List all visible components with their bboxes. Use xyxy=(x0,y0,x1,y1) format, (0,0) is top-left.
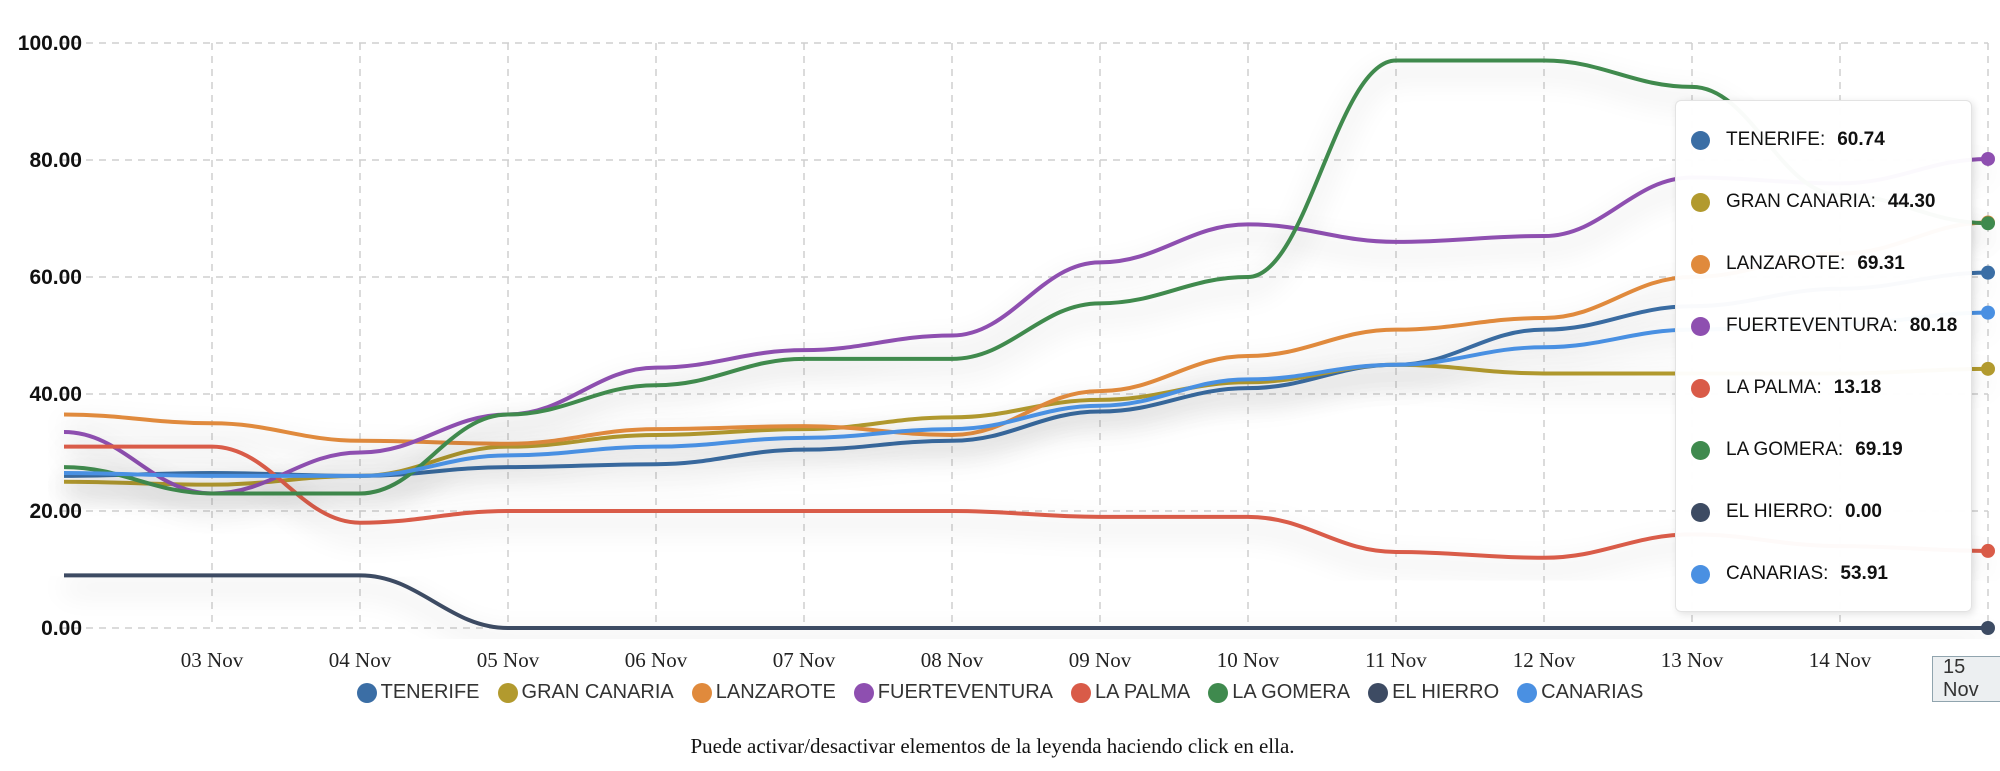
hover-marker xyxy=(1981,621,1995,635)
tooltip-series-name: GRAN CANARIA: xyxy=(1726,191,1876,212)
legend-item[interactable]: TENERIFE xyxy=(356,681,480,704)
tooltip-row: TENERIFE: 60.74 xyxy=(1676,109,1971,171)
legend-marker-icon xyxy=(1071,682,1092,703)
x-tick-label: 14 Nov xyxy=(1809,648,1872,672)
x-tick-label: 09 Nov xyxy=(1069,648,1132,672)
y-tick-label: 80.00 xyxy=(29,149,82,172)
tooltip-series-name: FUERTEVENTURA: xyxy=(1726,315,1898,336)
tooltip-series-name: LA GOMERA: xyxy=(1726,439,1844,460)
series-line-el-hierro[interactable] xyxy=(63,573,1988,631)
x-tick-label: 04 Nov xyxy=(329,648,392,672)
series-marker-icon xyxy=(1691,378,1710,398)
hover-marker xyxy=(1981,265,1995,280)
hover-marker xyxy=(1981,216,1995,231)
legend-item[interactable]: CANARIAS xyxy=(1517,681,1643,704)
tooltip-series-value: 44.30 xyxy=(1887,191,1936,212)
legend-marker-icon xyxy=(497,682,518,703)
hover-marker xyxy=(1981,361,1995,376)
tooltip-series-value: 69.31 xyxy=(1857,253,1905,274)
series-marker-icon xyxy=(1691,440,1710,460)
legend-item[interactable]: LA GOMERA xyxy=(1208,681,1350,704)
x-tick-label: 05 Nov xyxy=(477,648,540,672)
legend-marker-icon xyxy=(691,682,712,703)
x-axis-tooltip: 15 Nov xyxy=(1932,656,2000,702)
legend-hint: Puede activar/desactivar elementos de la… xyxy=(690,734,1295,758)
tooltip-series-value: 53.91 xyxy=(1840,563,1888,584)
series-line-la-gomera[interactable] xyxy=(63,58,1989,496)
tooltip-series-name: EL HIERRO: xyxy=(1726,501,1833,522)
hover-marker xyxy=(1981,543,1995,558)
legend-item[interactable]: EL HIERRO xyxy=(1368,681,1499,704)
legend-marker-icon xyxy=(1208,682,1229,703)
legend-label: FUERTEVENTURA xyxy=(877,681,1054,703)
legend-marker-icon xyxy=(1368,682,1389,703)
y-tick-label: 20.00 xyxy=(29,500,82,523)
legend-item[interactable]: LANZAROTE xyxy=(691,681,836,704)
x-tick-label: 10 Nov xyxy=(1217,648,1280,672)
x-tick-label: 03 Nov xyxy=(181,648,244,672)
tooltip-series-value: 60.74 xyxy=(1837,129,1885,150)
y-tick-label: 60.00 xyxy=(29,266,82,289)
y-axis: 0.00 20.00 40.00 60.00 80.00 100.00 xyxy=(18,32,82,640)
legend-item[interactable]: FUERTEVENTURA xyxy=(853,681,1054,704)
x-tick-label: 11 Nov xyxy=(1365,648,1427,672)
legend-label: LA GOMERA xyxy=(1232,681,1351,703)
tooltip-series-name: TENERIFE: xyxy=(1726,129,1826,150)
x-tick-label: 07 Nov xyxy=(773,648,836,672)
legend-label: EL HIERRO xyxy=(1392,681,1500,703)
tooltip-row: LA PALMA: 13.18 xyxy=(1676,357,1971,419)
legend-marker-icon xyxy=(1517,682,1538,703)
y-tick-label: 0.00 xyxy=(41,617,82,640)
y-tick-label: 40.00 xyxy=(29,383,82,406)
tooltip: TENERIFE: 60.74 GRAN CANARIA: 44.30 LANZAROT… xyxy=(1675,100,1972,612)
hover-marker xyxy=(1981,151,1995,166)
tooltip-series-name: CANARIAS: xyxy=(1726,563,1829,584)
legend-marker-icon xyxy=(853,682,874,703)
tooltip-row: CANARIAS: 53.91 xyxy=(1676,543,1971,605)
series-line-canarias[interactable] xyxy=(63,310,1989,478)
y-tick-label: 100.00 xyxy=(18,32,82,55)
legend-label: GRAN CANARIA xyxy=(521,681,674,703)
legend-label: LA PALMA xyxy=(1095,681,1191,703)
hover-markers xyxy=(1981,151,1995,635)
hover-marker xyxy=(1981,305,1995,320)
series-marker-icon xyxy=(1691,254,1710,274)
legend-label: LANZAROTE xyxy=(715,681,836,703)
tooltip-series-value: 0.00 xyxy=(1845,501,1882,522)
legend-label: TENERIFE xyxy=(380,681,480,703)
tooltip-row: GRAN CANARIA: 44.30 xyxy=(1676,171,1971,233)
legend-label: CANARIAS xyxy=(1541,681,1644,703)
legend-item[interactable]: GRAN CANARIA xyxy=(497,681,674,704)
tooltip-row: EL HIERRO: 0.00 xyxy=(1676,481,1971,543)
legend: TENERIFE GRAN CANARIA LANZAROTE FUERTEVENTU… xyxy=(0,681,2000,704)
tooltip-series-value: 69.19 xyxy=(1855,439,1903,460)
tooltip-series-name: LANZAROTE: xyxy=(1726,253,1846,274)
series-marker-icon xyxy=(1691,316,1710,336)
series-marker-icon xyxy=(1691,502,1710,522)
series-line-lanzarote[interactable] xyxy=(63,220,1989,446)
tooltip-series-value: 80.18 xyxy=(1909,315,1958,336)
series-marker-icon xyxy=(1691,192,1710,212)
legend-marker-icon xyxy=(356,682,377,703)
legend-item[interactable]: LA PALMA xyxy=(1071,681,1190,704)
x-tick-label: 13 Nov xyxy=(1661,648,1724,672)
tooltip-row: LA GOMERA: 69.19 xyxy=(1676,419,1971,481)
x-tick-label: 12 Nov xyxy=(1513,648,1576,672)
tooltip-series-name: LA PALMA: xyxy=(1726,377,1822,398)
tooltip-row: FUERTEVENTURA: 80.18 xyxy=(1676,295,1971,357)
series-line-fuerteventura[interactable] xyxy=(63,156,1989,496)
series-marker-icon xyxy=(1691,130,1710,150)
tooltip-series-value: 13.18 xyxy=(1833,377,1882,398)
series-line-la-palma[interactable] xyxy=(64,444,1989,560)
series-marker-icon xyxy=(1691,564,1710,584)
x-tick-label: 06 Nov xyxy=(625,648,688,672)
tooltip-row: LANZAROTE: 69.31 xyxy=(1676,233,1971,295)
series-lines xyxy=(63,58,1989,631)
x-tick-label: 08 Nov xyxy=(921,648,984,672)
x-axis: 03 Nov 04 Nov 05 Nov 06 Nov 07 Nov 08 Nov 09 N… xyxy=(181,648,1872,672)
